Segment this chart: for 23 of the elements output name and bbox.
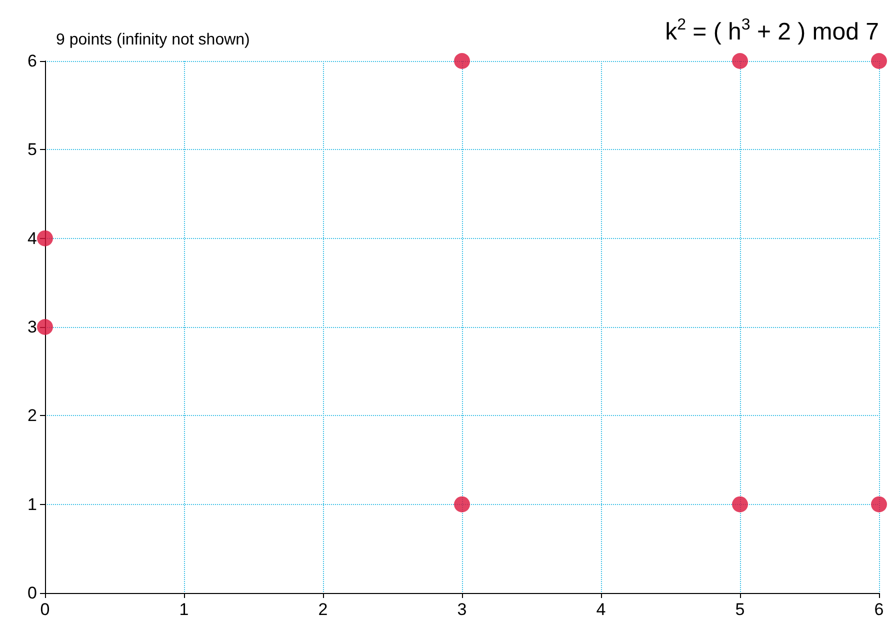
y-tick-label: 0 (28, 584, 37, 602)
y-tick-label: 2 (28, 406, 37, 426)
point (454, 53, 470, 69)
x-tick-label: 2 (318, 600, 328, 619)
point (37, 319, 53, 335)
y-tick-label: 6 (28, 52, 37, 70)
point (871, 53, 887, 69)
point (732, 496, 748, 512)
point (454, 496, 470, 512)
text: 9 points (infinity not shown) (56, 32, 250, 48)
x-tick-label: 4 (596, 600, 606, 619)
x-tick-label: 3 (457, 600, 467, 619)
point (732, 53, 748, 69)
point (871, 496, 887, 512)
x-tick-label: 0 (40, 600, 50, 619)
x-tick-label: 1 (179, 600, 189, 619)
x-tick-label: 6 (874, 600, 884, 619)
x-tick-label: 5 (735, 600, 745, 619)
point (37, 230, 53, 246)
y-tick-label: 4 (28, 228, 37, 248)
y-tick-label: 1 (28, 494, 37, 514)
y-tick-label: 3 (28, 318, 37, 336)
y-tick-label: 5 (28, 140, 37, 160)
